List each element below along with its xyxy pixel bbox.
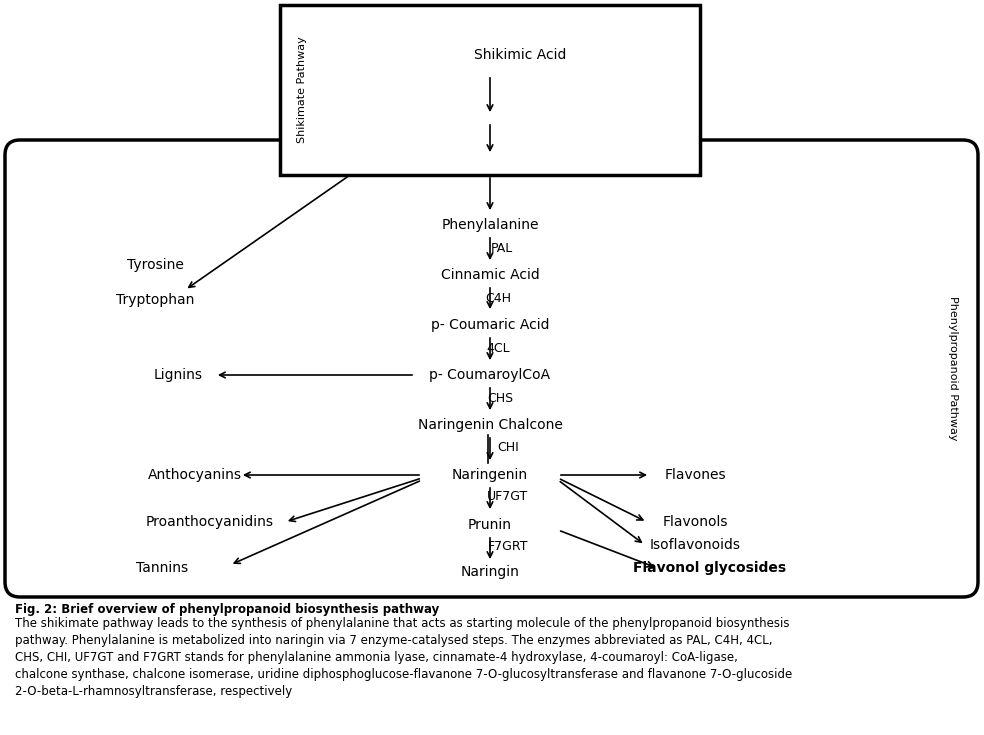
- Text: Tyrosine: Tyrosine: [127, 258, 183, 272]
- Text: pathway. Phenylalanine is metabolized into naringin via 7 enzyme-catalysed steps: pathway. Phenylalanine is metabolized in…: [15, 634, 772, 647]
- Text: The shikimate pathway leads to the synthesis of phenylalanine that acts as start: The shikimate pathway leads to the synth…: [15, 617, 789, 630]
- Text: Flavonols: Flavonols: [662, 515, 728, 529]
- FancyBboxPatch shape: [280, 5, 700, 175]
- Text: Naringenin Chalcone: Naringenin Chalcone: [417, 418, 563, 432]
- Text: Phenylalanine: Phenylalanine: [441, 218, 539, 232]
- Text: CHI: CHI: [497, 440, 519, 453]
- Text: Proanthocyanidins: Proanthocyanidins: [146, 515, 274, 529]
- Text: F7GRT: F7GRT: [488, 540, 528, 553]
- Text: 4CL: 4CL: [486, 342, 510, 354]
- Text: C4H: C4H: [485, 292, 511, 304]
- Text: p- Coumaric Acid: p- Coumaric Acid: [431, 318, 549, 332]
- Text: Fig. 2: Brief overview of phenylpropanoid biosynthesis pathway: Fig. 2: Brief overview of phenylpropanoi…: [15, 603, 439, 616]
- Text: CHS: CHS: [487, 392, 513, 404]
- Text: Naringin: Naringin: [461, 565, 520, 579]
- Text: Shikimate Pathway: Shikimate Pathway: [297, 37, 307, 143]
- FancyBboxPatch shape: [5, 140, 978, 597]
- Text: Shikimic Acid: Shikimic Acid: [474, 48, 566, 62]
- Text: Flavones: Flavones: [664, 468, 726, 482]
- Text: UF7GT: UF7GT: [487, 490, 528, 503]
- Text: Cinnamic Acid: Cinnamic Acid: [441, 268, 539, 282]
- Text: Lignins: Lignins: [154, 368, 203, 382]
- Text: Tannins: Tannins: [136, 561, 188, 575]
- Text: chalcone synthase, chalcone isomerase, uridine diphosphoglucose-flavanone 7-O-gl: chalcone synthase, chalcone isomerase, u…: [15, 668, 792, 681]
- Text: PAL: PAL: [491, 242, 513, 254]
- Text: Flavonol glycosides: Flavonol glycosides: [634, 561, 786, 575]
- Text: Isoflavonoids: Isoflavonoids: [649, 538, 741, 552]
- Text: p- CoumaroylCoA: p- CoumaroylCoA: [429, 368, 551, 382]
- Text: CHS, CHI, UF7GT and F7GRT stands for phenylalanine ammonia lyase, cinnamate-4 hy: CHS, CHI, UF7GT and F7GRT stands for phe…: [15, 651, 738, 664]
- Text: Anthocyanins: Anthocyanins: [148, 468, 242, 482]
- Text: Phenylpropanoid Pathway: Phenylpropanoid Pathway: [948, 295, 958, 440]
- Text: Naringenin: Naringenin: [452, 468, 528, 482]
- Text: Tryptophan: Tryptophan: [116, 293, 194, 307]
- Text: 2-O-beta-L-rhamnosyltransferase, respectively: 2-O-beta-L-rhamnosyltransferase, respect…: [15, 685, 292, 698]
- Text: Prunin: Prunin: [468, 518, 512, 532]
